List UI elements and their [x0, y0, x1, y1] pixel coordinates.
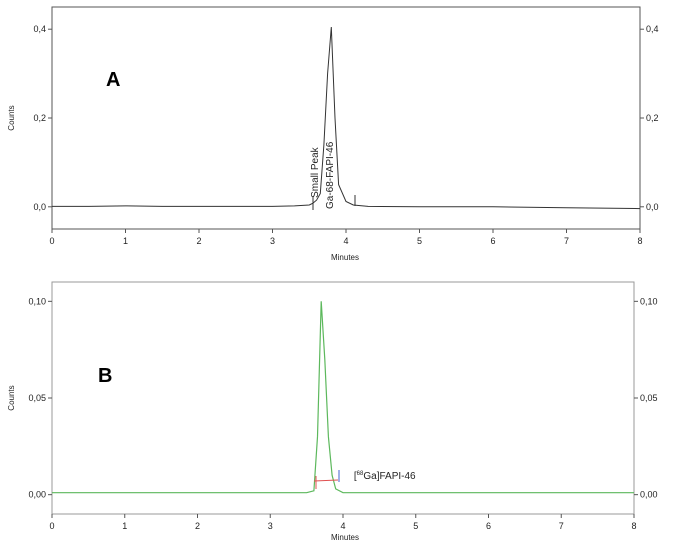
- panel-a-letter: A: [106, 69, 120, 91]
- panel-b-annotation-prefix: [: [354, 471, 357, 482]
- panel-b-x-tick-label: 4: [340, 521, 345, 531]
- panel-a-y-tick-label-left: 0,0: [33, 202, 46, 212]
- panel-b-xlabel: Minutes: [331, 533, 359, 542]
- panel-b-x-ticks: 0 1 2 3 4 5 6 7 8: [49, 514, 637, 531]
- panel-b-y-ticks-left: 0,00 0,05 0,10: [28, 296, 52, 500]
- panel-a-y-ticks-right: 0,0 0,2 0,4: [640, 24, 659, 212]
- panel-b-y-ticks-right: 0,00 0,05 0,10: [634, 296, 658, 500]
- panel-b-series-line: [52, 301, 634, 494]
- panel-a-x-tick-label: 1: [123, 236, 128, 246]
- panel-b-y-tick-label-right: 0,10: [640, 296, 658, 306]
- panel-b-y-tick-label-right: 0,00: [640, 490, 658, 500]
- panel-b-annotation-ga68-fapi46: [68Ga]FAPI-46: [354, 471, 416, 482]
- panel-a-plot-area: [51, 6, 641, 230]
- panel-b-y-tick-label-left: 0,00: [28, 490, 46, 500]
- panel-a-y-tick-label-right: 0,0: [646, 202, 659, 212]
- panel-a-xlabel: Minutes: [331, 253, 359, 262]
- panel-a-x-tick-label: 4: [343, 236, 348, 246]
- panel-b-x-tick-label: 7: [559, 521, 564, 531]
- panel-b-baseline-red: [313, 479, 339, 482]
- panel-b-x-tick-label: 2: [195, 521, 200, 531]
- panel-a-annotation-small-peak: Small Peak: [310, 146, 321, 198]
- panel-a-y-tick-label-right: 0,4: [646, 24, 659, 34]
- panel-b-x-tick-label: 5: [413, 521, 418, 531]
- panel-a-x-tick-label: 5: [417, 236, 422, 246]
- panel-a-y-ticks-left: 0,0 0,2 0,4: [33, 24, 52, 212]
- panel-a-x-tick-label: 2: [196, 236, 201, 246]
- panel-a-annotation-ga68-fapi46: Ga-68-FAPI-46: [325, 141, 336, 209]
- panel-b-x-tick-label: 8: [631, 521, 636, 531]
- panel-b: 0 1 2 3 4 5 6 7 8 0,00 0,05 0,10 0,00 0,05 0,10 B Mi…: [7, 281, 658, 542]
- panel-a-series-line: [52, 26, 641, 210]
- panel-a-x-tick-label: 3: [270, 236, 275, 246]
- panel-b-x-tick-label: 6: [486, 521, 491, 531]
- panel-a-x-tick-label: 6: [490, 236, 495, 246]
- panel-a-y-tick-label-right: 0,2: [646, 113, 659, 123]
- panel-b-y-tick-label-left: 0,10: [28, 296, 46, 306]
- panel-b-annotation-sup: 68: [357, 471, 364, 477]
- panel-a-x-tick-label: 0: [49, 236, 54, 246]
- panel-b-annotation-suffix: Ga]FAPI-46: [363, 471, 416, 482]
- panel-a-x-tick-label: 7: [564, 236, 569, 246]
- panel-b-x-tick-label: 1: [122, 521, 127, 531]
- panel-b-ylabel: Counts: [7, 385, 16, 410]
- panel-b-y-tick-label-right: 0,05: [640, 393, 658, 403]
- panel-a-x-tick-label: 8: [637, 236, 642, 246]
- panel-a-x-ticks: 0 1 2 3 4 5 6 7 8: [49, 229, 643, 246]
- panel-b-plot-area: [51, 281, 635, 515]
- panel-a-ylabel: Counts: [7, 105, 16, 130]
- panel-b-x-tick-label: 0: [49, 521, 54, 531]
- panel-b-x-tick-label: 3: [268, 521, 273, 531]
- panel-b-letter: B: [98, 365, 112, 387]
- panel-a-y-tick-label-left: 0,4: [33, 24, 46, 34]
- panel-a-y-tick-label-left: 0,2: [33, 113, 46, 123]
- panel-b-y-tick-label-left: 0,05: [28, 393, 46, 403]
